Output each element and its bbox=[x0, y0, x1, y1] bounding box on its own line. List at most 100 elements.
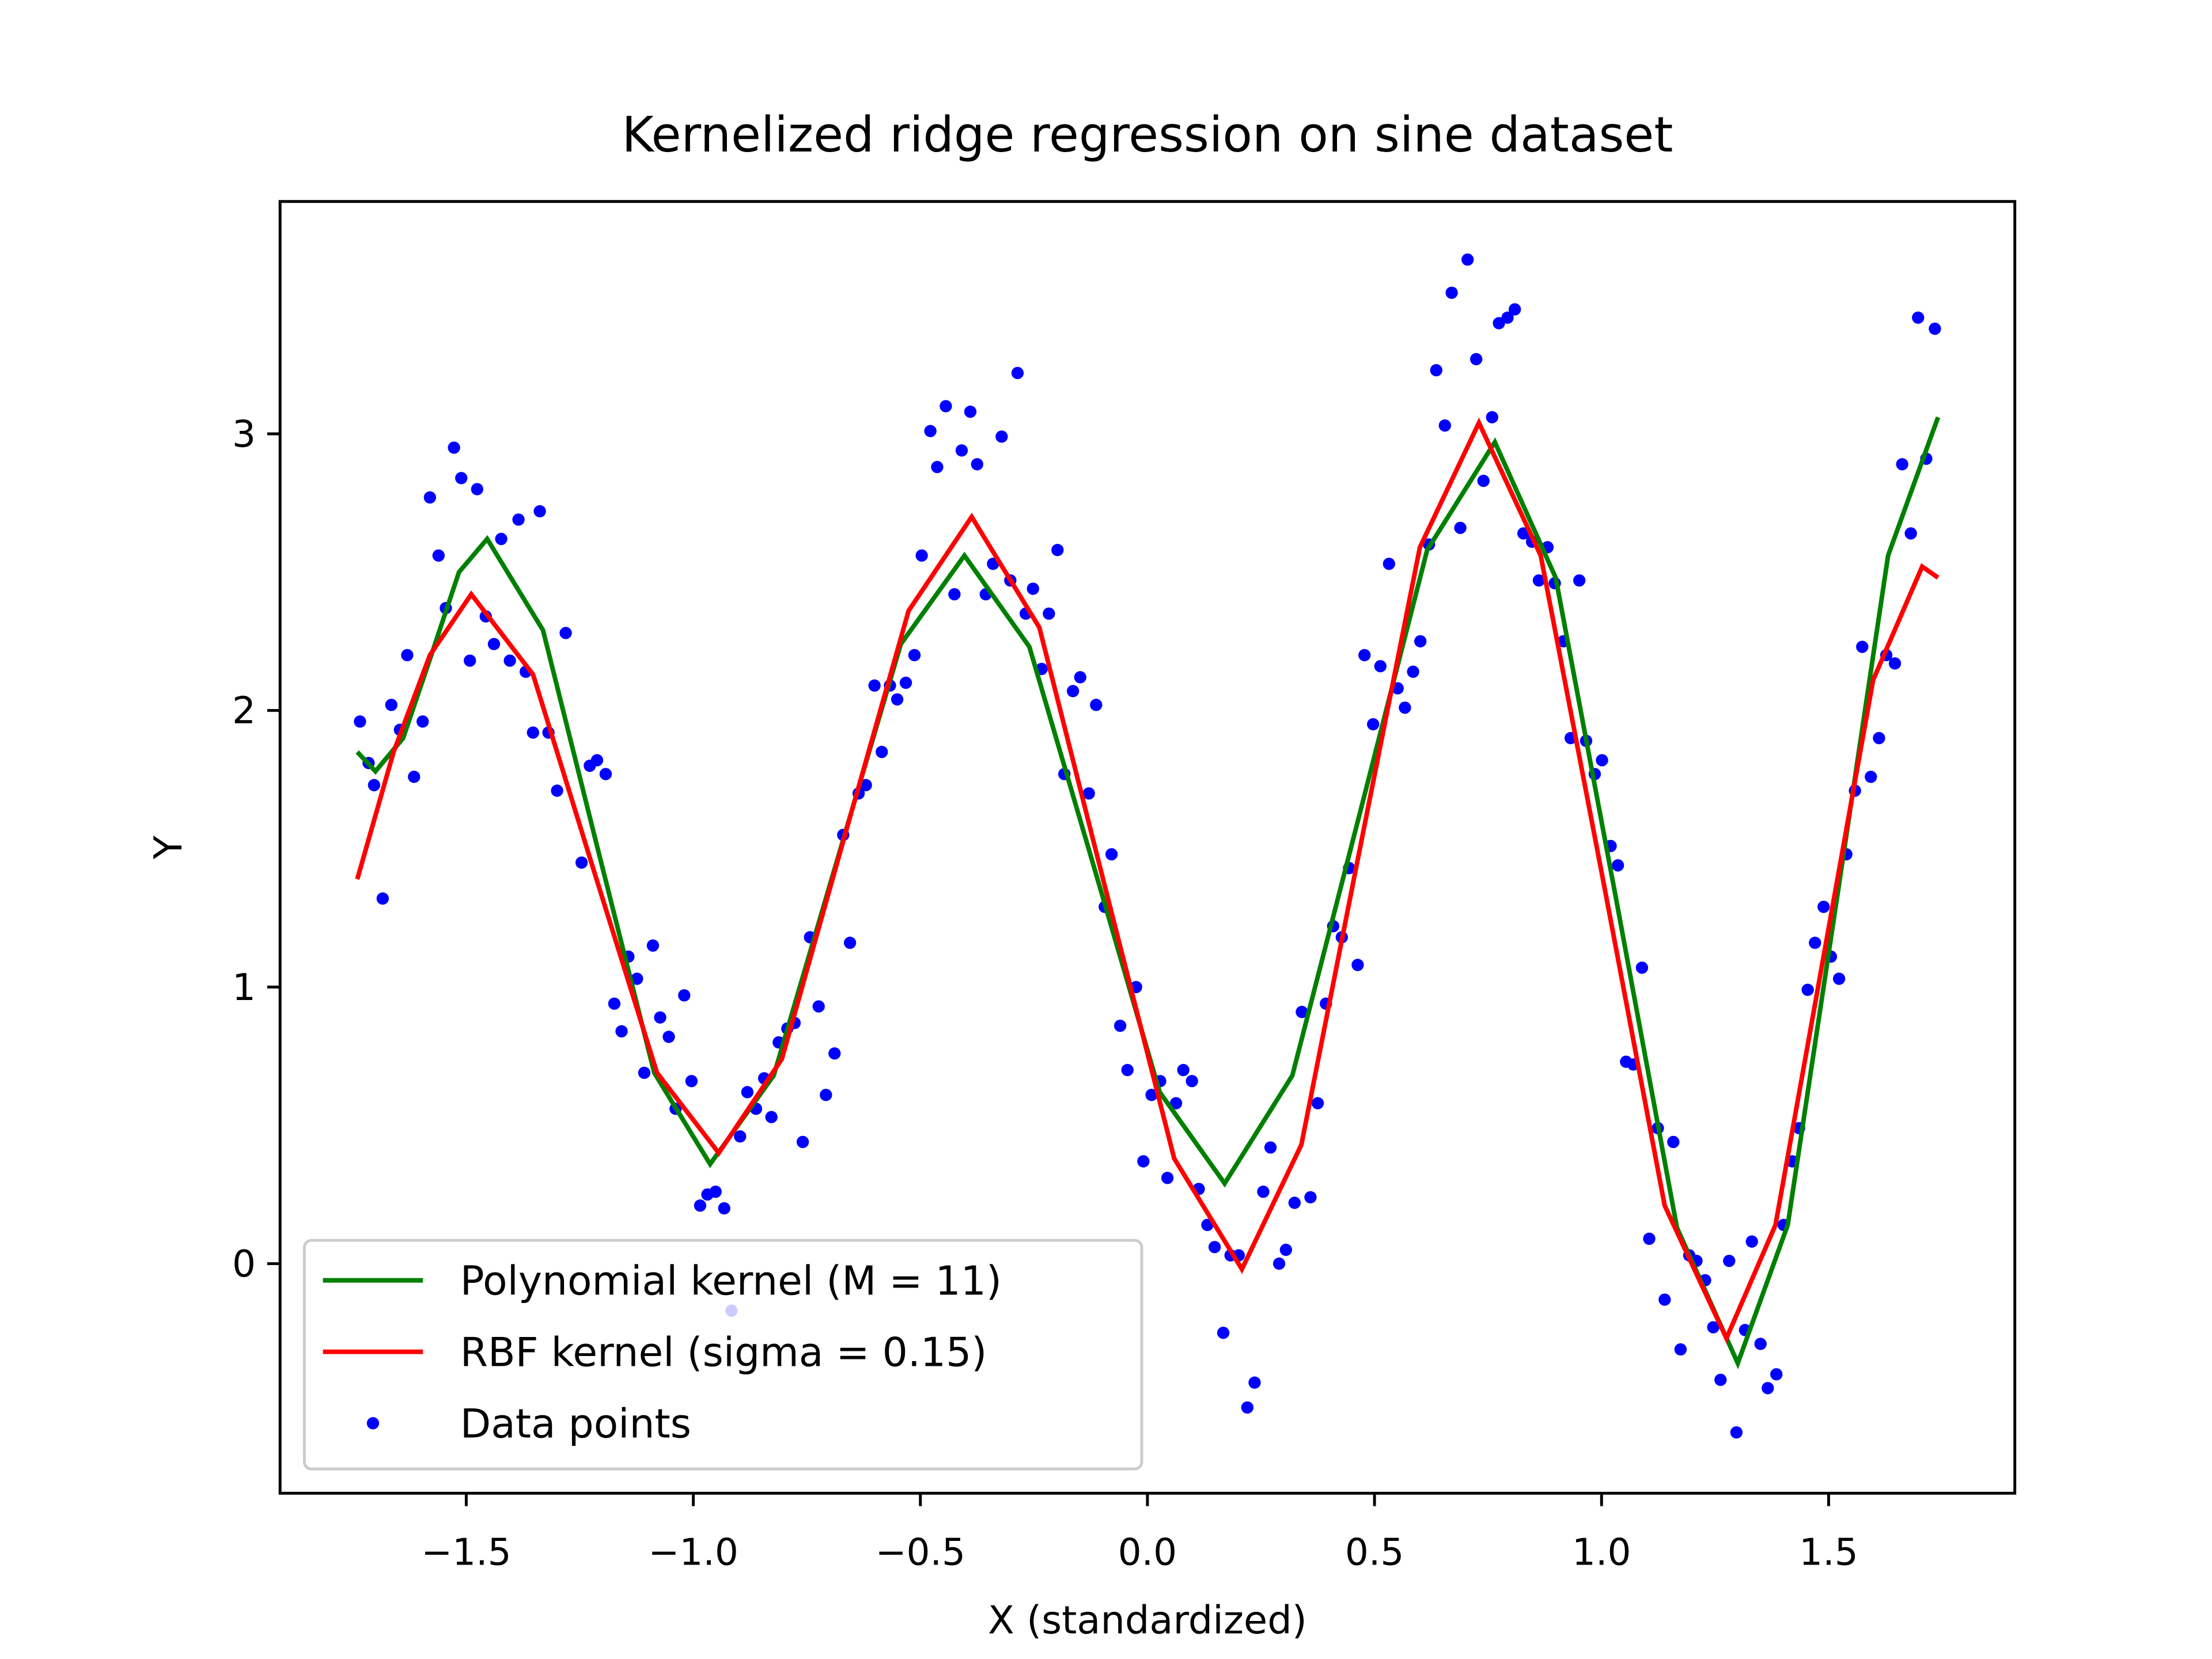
data-point bbox=[1904, 527, 1917, 540]
legend-marker bbox=[366, 1417, 380, 1430]
data-point bbox=[1208, 1241, 1221, 1253]
data-point bbox=[940, 400, 952, 412]
data-point bbox=[423, 491, 437, 504]
data-point bbox=[1611, 859, 1624, 872]
data-point bbox=[685, 1075, 698, 1088]
data-point bbox=[1888, 657, 1902, 670]
y-tick-label: 2 bbox=[232, 690, 256, 733]
data-point bbox=[694, 1199, 707, 1212]
data-point bbox=[559, 627, 572, 639]
data-point bbox=[1137, 1155, 1150, 1168]
data-point bbox=[1762, 1382, 1774, 1395]
data-point bbox=[924, 425, 937, 437]
data-point bbox=[1509, 303, 1521, 316]
data-point bbox=[1145, 1089, 1158, 1101]
data-point bbox=[1873, 732, 1885, 744]
data-point bbox=[1430, 364, 1442, 377]
data-point bbox=[631, 972, 643, 985]
data-point bbox=[408, 770, 421, 783]
data-point bbox=[503, 654, 516, 667]
y-tick-label: 0 bbox=[232, 1243, 256, 1286]
data-point bbox=[1177, 1063, 1190, 1077]
data-point bbox=[590, 754, 604, 767]
data-point bbox=[401, 649, 414, 661]
data-point bbox=[1121, 1063, 1134, 1077]
data-point bbox=[1304, 1191, 1317, 1204]
line bbox=[355, 417, 1940, 1344]
data-point bbox=[1461, 253, 1474, 266]
data-point bbox=[1358, 649, 1371, 661]
data-point bbox=[1832, 972, 1846, 985]
data-point bbox=[812, 1000, 825, 1013]
data-point bbox=[385, 699, 398, 711]
data-point bbox=[1770, 1368, 1783, 1381]
data-point bbox=[1311, 1097, 1324, 1109]
data-point bbox=[678, 989, 691, 1002]
data-point bbox=[1074, 671, 1086, 684]
data-point bbox=[551, 784, 563, 797]
plot-frame bbox=[278, 200, 2017, 1495]
y-axis-label: Y bbox=[146, 835, 191, 859]
data-point bbox=[1896, 458, 1908, 471]
legend-box bbox=[302, 1238, 1143, 1471]
data-point bbox=[1754, 1338, 1767, 1350]
data-point bbox=[1596, 754, 1608, 767]
y-tick-label: 1 bbox=[232, 966, 256, 1009]
data-point bbox=[891, 693, 904, 706]
x-tick-label: 0.0 bbox=[1118, 1531, 1177, 1574]
data-point bbox=[1912, 311, 1925, 324]
data-point bbox=[1532, 574, 1546, 587]
x-tick-label: 1.5 bbox=[1799, 1531, 1858, 1574]
data-point bbox=[734, 1130, 747, 1143]
data-point bbox=[1745, 1235, 1758, 1248]
data-point bbox=[1714, 1373, 1727, 1387]
data-point bbox=[1082, 787, 1095, 800]
data-point bbox=[899, 676, 912, 689]
data-point bbox=[995, 430, 1008, 443]
x-tick-label: −1.0 bbox=[648, 1531, 738, 1574]
data-point bbox=[608, 997, 621, 1010]
x-tick-label: 1.0 bbox=[1572, 1531, 1631, 1574]
chart-title: Kernelized ridge regression on sine data… bbox=[622, 107, 1673, 163]
data-point bbox=[646, 939, 660, 952]
data-point bbox=[971, 458, 983, 471]
data-point bbox=[1454, 521, 1467, 535]
data-point bbox=[964, 406, 977, 418]
data-point bbox=[1643, 1232, 1656, 1245]
data-point bbox=[1730, 1426, 1743, 1439]
data-point bbox=[1723, 1255, 1736, 1267]
data-point bbox=[654, 1011, 666, 1024]
data-point bbox=[868, 679, 881, 692]
legend-label: RBF kernel (sigma = 0.15) bbox=[460, 1330, 987, 1376]
data-point bbox=[820, 1089, 832, 1101]
data-point bbox=[1027, 582, 1039, 595]
data-point bbox=[1501, 311, 1514, 324]
data-point bbox=[1809, 937, 1821, 949]
data-point bbox=[368, 779, 381, 791]
data-point bbox=[796, 1135, 809, 1149]
data-point bbox=[828, 1047, 841, 1060]
data-point bbox=[495, 532, 507, 546]
data-point bbox=[1573, 574, 1586, 587]
data-point bbox=[1486, 411, 1498, 423]
data-point bbox=[615, 1025, 628, 1037]
y-tick-label: 3 bbox=[232, 412, 256, 456]
x-tick-label: 0.5 bbox=[1345, 1531, 1404, 1574]
data-point bbox=[709, 1185, 722, 1198]
data-point bbox=[1248, 1376, 1261, 1389]
data-point bbox=[718, 1202, 730, 1215]
data-point bbox=[1351, 959, 1364, 971]
x-tick-label: −0.5 bbox=[875, 1531, 965, 1574]
data-point bbox=[1929, 322, 1941, 335]
data-point bbox=[575, 856, 588, 869]
data-point bbox=[1051, 544, 1064, 556]
data-point bbox=[1667, 1135, 1680, 1149]
data-point bbox=[843, 937, 857, 949]
data-point bbox=[908, 649, 921, 661]
data-point bbox=[1414, 635, 1427, 647]
data-point bbox=[1817, 900, 1830, 913]
data-point bbox=[376, 892, 389, 905]
data-point bbox=[859, 779, 872, 791]
data-point bbox=[1264, 1141, 1277, 1154]
